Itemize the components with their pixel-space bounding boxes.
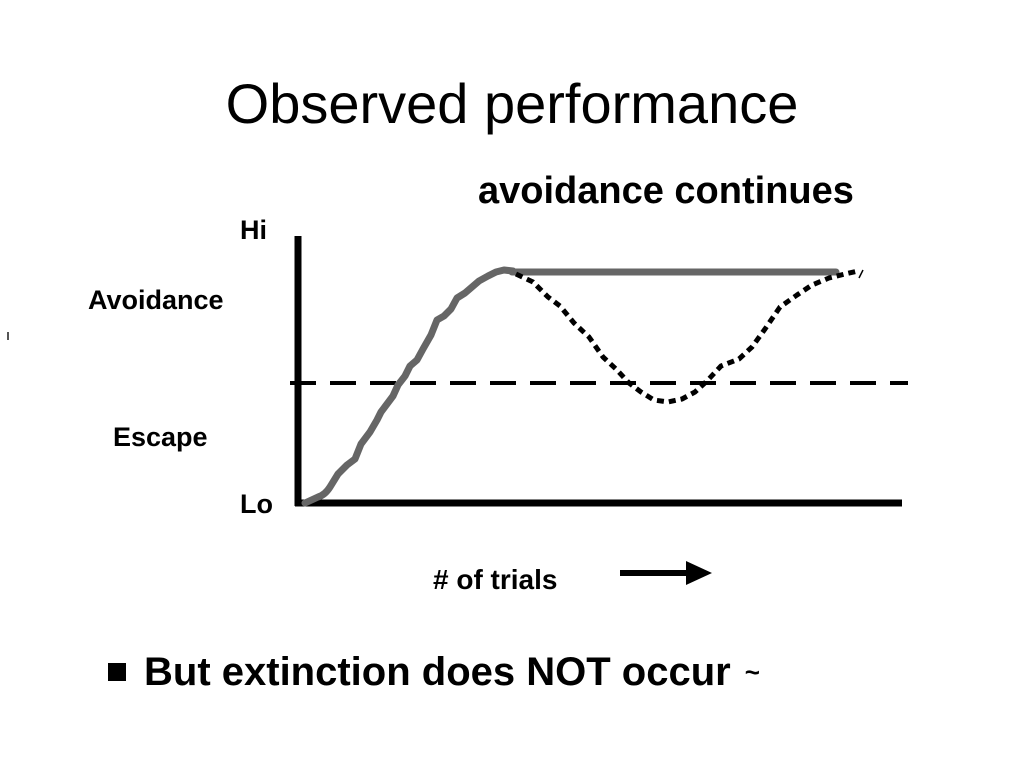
bullet-tilde: ~ xyxy=(744,657,760,687)
avoidance-region-label: Avoidance xyxy=(88,285,224,315)
right-arrow-icon xyxy=(620,561,712,585)
square-bullet-icon xyxy=(108,663,126,681)
curve-end-tick xyxy=(858,269,864,279)
bullet-text: But extinction does NOT occur xyxy=(144,650,731,694)
y-axis-lo-label: Lo xyxy=(240,489,273,519)
extinction-curve-dotted xyxy=(514,268,859,405)
escape-region-label: Escape xyxy=(113,422,208,452)
slide-title: Observed performance xyxy=(225,71,799,135)
learning-curve-solid xyxy=(301,266,517,507)
bullet-point: But extinction does NOT occur ~ xyxy=(108,652,760,692)
avoidance-continues-annotation: avoidance continues xyxy=(478,170,854,212)
x-axis-trials-label: # of trials xyxy=(433,564,558,595)
y-axis-hi-label: Hi xyxy=(240,215,267,245)
stray-mark xyxy=(7,332,9,340)
